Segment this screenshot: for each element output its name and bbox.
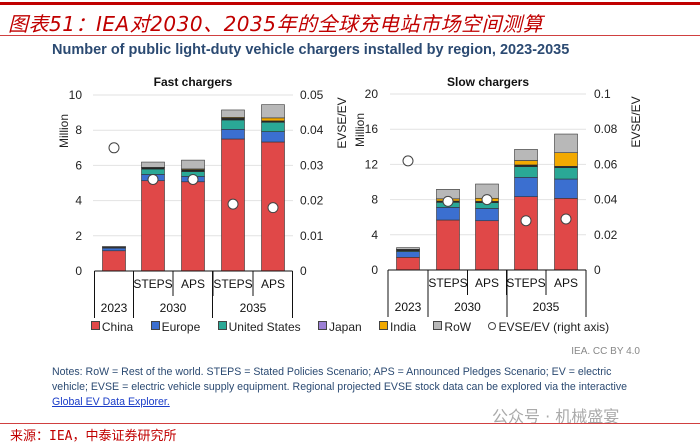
bar-segment-europe [437,207,460,220]
y-tick-label: 0 [75,264,82,278]
evse-ev-point [443,196,453,206]
bar-segment-europe [103,248,126,251]
evse-ev-point [268,203,278,213]
y-axis-label: Million [353,113,367,147]
bar-segment-united-states [262,122,285,131]
y-tick-label: 6 [75,158,82,172]
y2-tick-label: 0.08 [594,122,618,136]
y2-tick-label: 0.05 [300,88,324,102]
y2-tick-label: 0.06 [594,157,618,171]
y2-tick-label: 0 [594,263,601,277]
legend-japan: Japan [318,320,362,334]
bar-segment-india [262,118,285,121]
bar-segment-europe [476,208,499,220]
legend-europe: Europe [151,320,201,334]
evse-ev-point [403,156,413,166]
y2-tick-label: 0.04 [594,193,618,207]
evse-ev-point [482,195,492,205]
y-tick-label: 20 [365,87,379,101]
y2-tick-label: 0.1 [594,87,611,101]
bar-segment-china [437,220,460,270]
y-axis-label: Million [57,114,71,148]
legend-row: RoW [433,320,471,334]
data-explorer-link[interactable]: Global EV Data Explorer. [52,396,170,408]
x-group-label: 2030 [454,300,481,314]
bar-segment-row [555,134,578,153]
y-tick-label: 8 [75,123,82,137]
x-tick-label: APS [554,276,578,290]
bar-segment-row [515,149,538,160]
x-group-label: 2035 [533,300,560,314]
bar-segment-row [142,162,165,167]
bar-segment-india [555,153,578,167]
x-tick-label: APS [475,276,499,290]
y-tick-label: 8 [371,193,378,207]
bar-segment-india [515,161,538,165]
evse-ev-point [109,143,119,153]
x-group-label: 2023 [101,301,128,315]
y2-tick-label: 0.01 [300,229,324,243]
legend: China Europe United States Japan India R… [0,320,700,334]
evse-ev-point [188,174,198,184]
legend-china: China [91,320,133,334]
x-group-label: 2023 [395,300,422,314]
x-tick-label: STEPS [213,277,252,291]
bar-segment-china [142,181,165,271]
bar-segment-europe [262,132,285,142]
bar-segment-row [262,105,285,118]
evse-ev-point [228,199,238,209]
panel-title: Fast chargers [154,75,233,89]
y-tick-label: 4 [75,194,82,208]
bar-segment-europe [555,179,578,198]
bar-segment-united-states [142,169,165,174]
credit: IEA. CC BY 4.0 [571,346,640,357]
bar-segment-china [555,198,578,270]
x-tick-label: STEPS [506,276,545,290]
y2-tick-label: 0.02 [300,194,324,208]
bar-segment-united-states [555,168,578,179]
bar-segment-china [182,182,205,271]
evse-ev-point [521,216,531,226]
y-tick-label: 12 [365,157,379,171]
panel-title: Slow chargers [447,75,529,89]
evse-ev-point [561,214,571,224]
bar-segment-row [182,160,205,169]
bar-segment-united-states [515,167,538,178]
y-tick-label: 4 [371,228,378,242]
y2-axis-label: EVSE/EV [335,97,349,148]
y2-axis-label: EVSE/EV [629,96,643,147]
x-group-label: 2035 [240,301,267,315]
bar-segment-china [515,197,538,270]
bar-segment-europe [515,177,538,196]
legend-united-states: United States [218,320,301,334]
y2-tick-label: 0.03 [300,158,324,172]
source-text: 来源：IEA，中泰证券研究所 [10,425,176,444]
x-tick-label: APS [261,277,285,291]
bar-segment-china [476,221,499,270]
bar-segment-china [103,251,126,271]
bar-segment-row [397,248,420,250]
y-tick-label: 0 [371,263,378,277]
legend-india: India [379,320,416,334]
bar-segment-europe [397,252,420,258]
bar-segment-row [103,246,126,247]
x-tick-label: STEPS [133,277,172,291]
y2-tick-label: 0.02 [594,228,618,242]
bar-segment-united-states [222,120,245,129]
y-tick-label: 10 [69,88,83,102]
bar-segment-china [397,257,420,270]
y2-tick-label: 0 [300,264,307,278]
x-group-label: 2030 [160,301,187,315]
footer-rule [0,423,700,424]
evse-ev-point [148,174,158,184]
x-tick-label: STEPS [428,276,467,290]
bar-segment-europe [222,129,245,139]
y-tick-label: 2 [75,229,82,243]
bar-segment-row [222,110,245,117]
x-tick-label: APS [181,277,205,291]
legend-evse-ev: EVSE/EV (right axis) [488,320,609,334]
y2-tick-label: 0.04 [300,123,324,137]
